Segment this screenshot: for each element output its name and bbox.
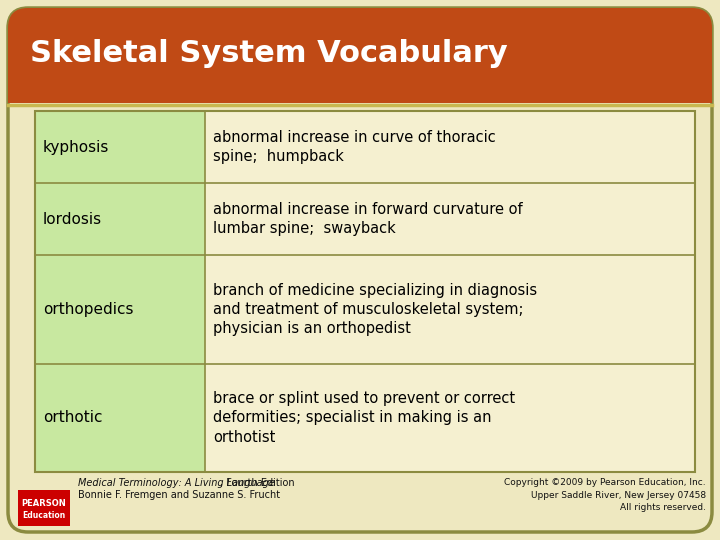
Text: brace or splint used to prevent or correct
deformities; specialist in making is : brace or splint used to prevent or corre… [213,391,515,444]
FancyBboxPatch shape [8,8,712,103]
Bar [35,183,205,255]
Text: Copyright ©2009 by Pearson Education, Inc.
Upper Saddle River, New Jersey 07458
: Copyright ©2009 by Pearson Education, In… [505,478,706,512]
Bar [35,255,205,364]
Bar [18,490,70,526]
Text: lordosis: lordosis [43,212,102,227]
Text: Education: Education [22,510,66,519]
Text: abnormal increase in curve of thoracic
spine;  humpback: abnormal increase in curve of thoracic s… [213,130,496,164]
Bar [8,56,712,103]
Bar [35,111,695,472]
Text: kyphosis: kyphosis [43,140,109,154]
Text: Skeletal System Vocabulary: Skeletal System Vocabulary [30,39,508,68]
Text: abnormal increase in forward curvature of
lumbar spine;  swayback: abnormal increase in forward curvature o… [213,202,523,237]
Text: , Fourth Edition: , Fourth Edition [220,478,294,488]
Text: orthotic: orthotic [43,410,102,426]
Bar [35,111,695,472]
Bar [35,364,205,472]
Text: orthopedics: orthopedics [43,302,133,317]
Text: PEARSON: PEARSON [22,498,66,508]
Bar [35,111,205,183]
Text: branch of medicine specializing in diagnosis
and treatment of musculoskeletal sy: branch of medicine specializing in diagn… [213,283,537,336]
FancyBboxPatch shape [8,8,712,532]
Text: Medical Terminology: A Living Language: Medical Terminology: A Living Language [78,478,275,488]
Text: Bonnie F. Fremgen and Suzanne S. Frucht: Bonnie F. Fremgen and Suzanne S. Frucht [78,490,280,500]
